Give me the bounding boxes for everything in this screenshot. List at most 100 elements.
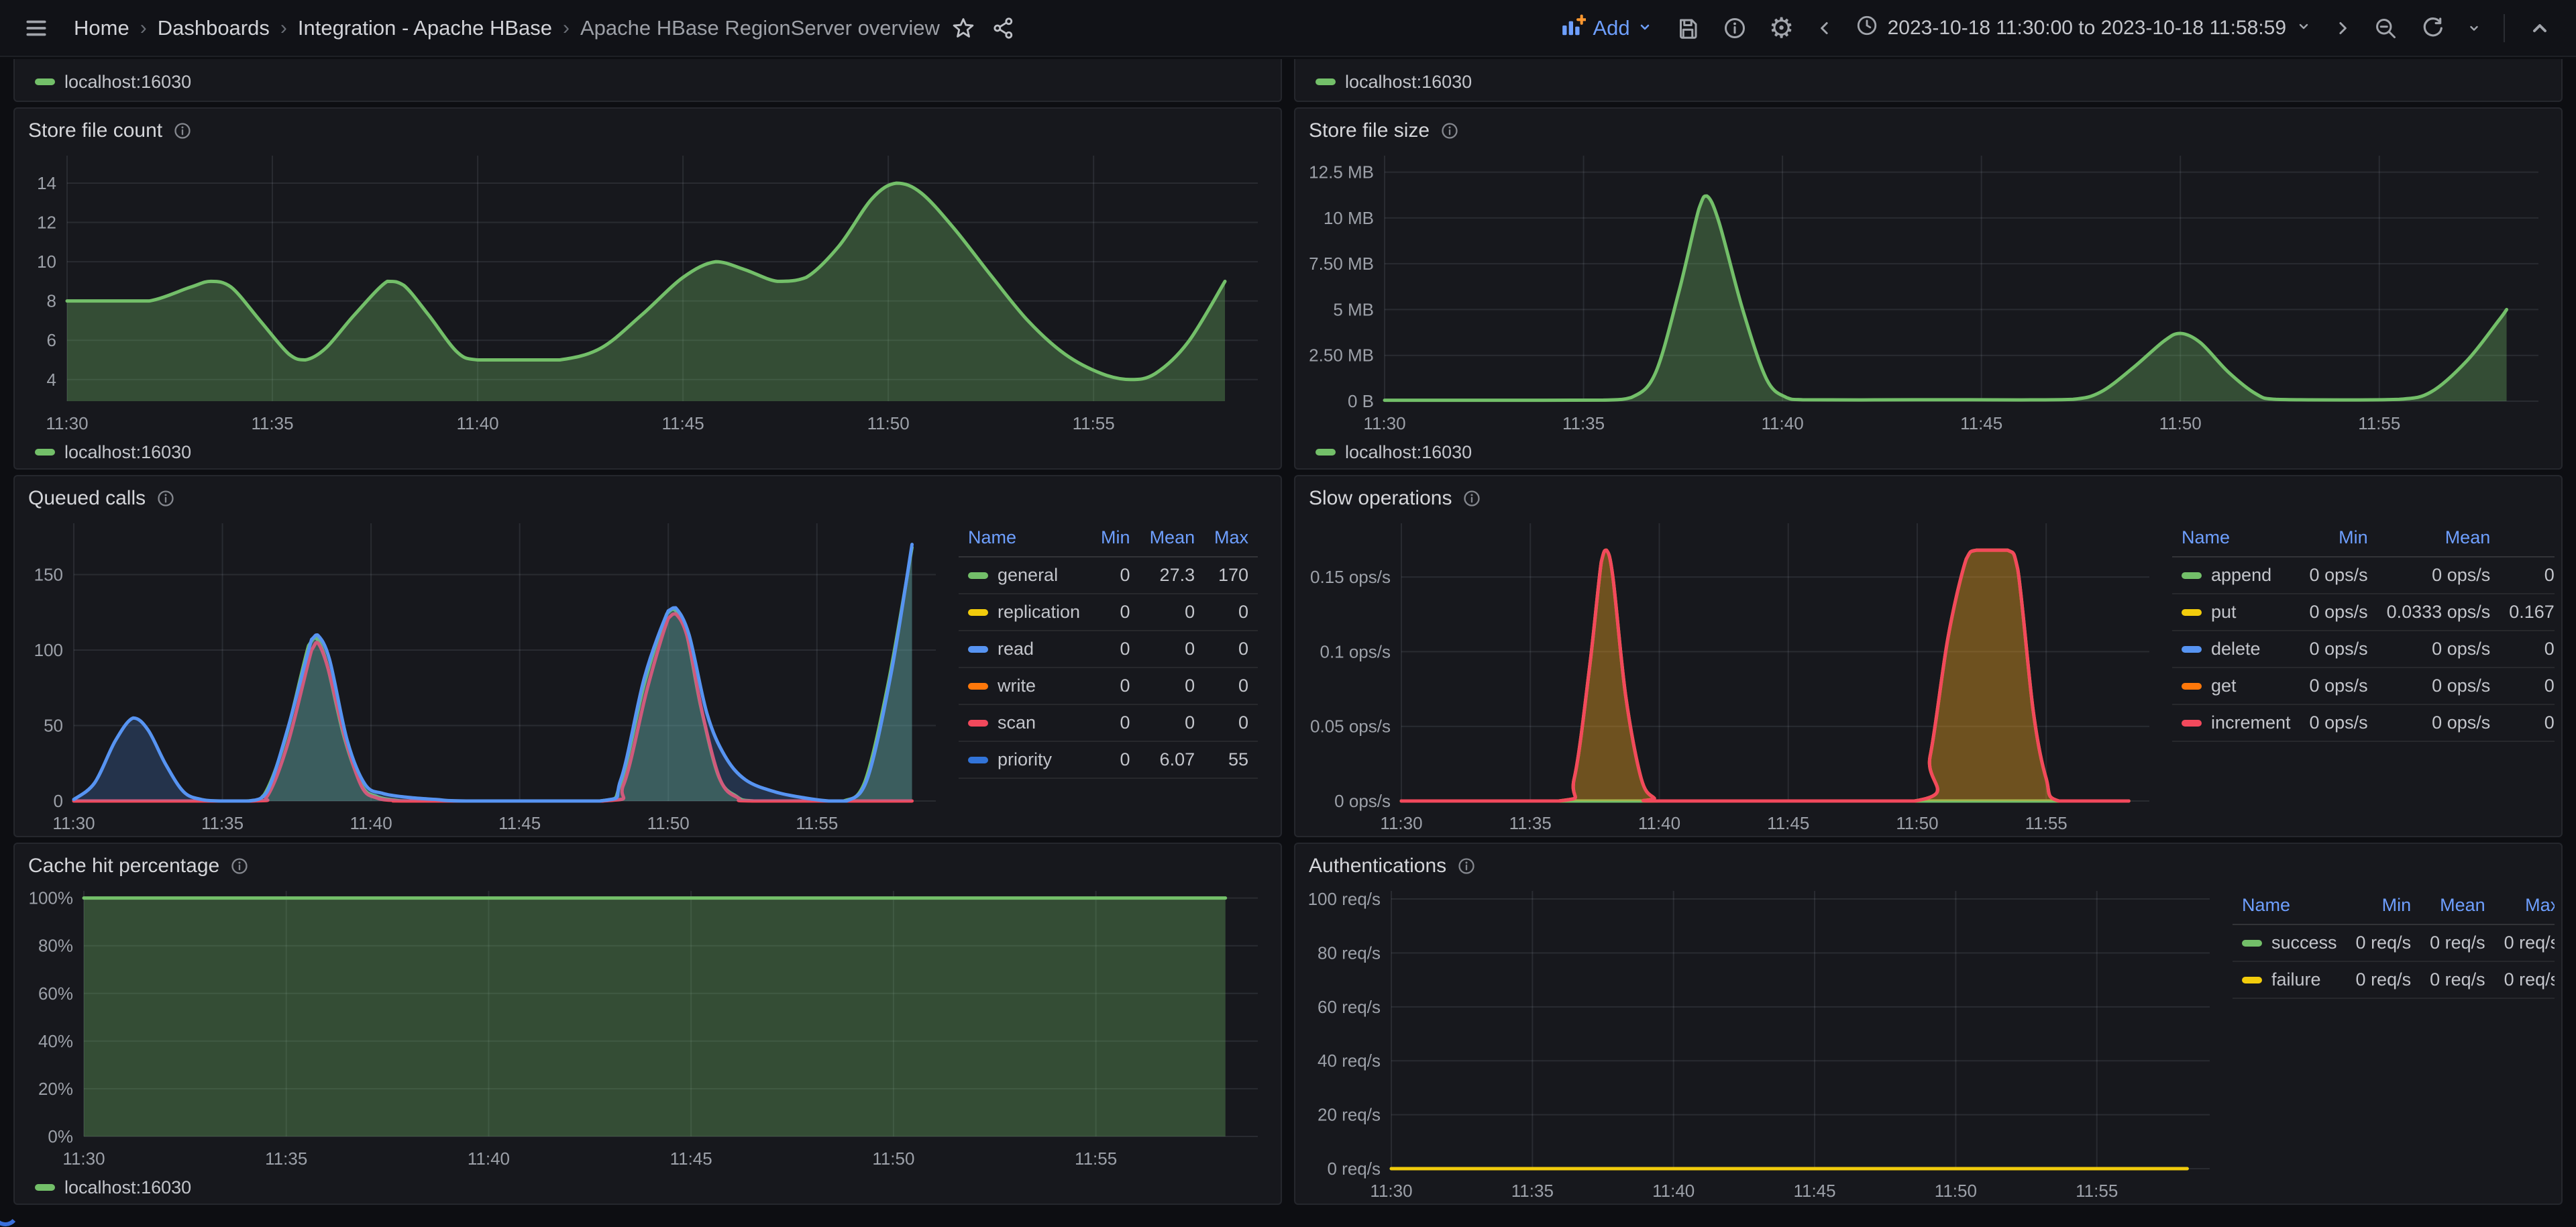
- panel-title[interactable]: Store file size: [1309, 119, 1430, 142]
- floppy-disk-icon: [1676, 16, 1700, 40]
- share-dashboard-button[interactable]: [987, 9, 1020, 47]
- y-tick-label: 40%: [38, 1031, 73, 1051]
- legend-value: 0: [1204, 668, 1258, 704]
- legend-value: 0 req/s: [2495, 924, 2555, 961]
- save-dashboard-button[interactable]: [1669, 9, 1707, 47]
- x-tick-label: 11:30: [62, 1149, 105, 1169]
- legend-column-header[interactable]: Max: [1204, 523, 1258, 557]
- bar-chart-plus-icon: [1560, 13, 1586, 44]
- panel-title[interactable]: Slow operations: [1309, 487, 1452, 510]
- legend-column-header[interactable]: Min: [2300, 523, 2377, 557]
- add-button[interactable]: Add: [1554, 9, 1659, 48]
- y-tick-label: 100 req/s: [1308, 889, 1381, 909]
- legend-column-header[interactable]: Max: [2495, 891, 2555, 924]
- breadcrumb-item: Apache HBase RegionServer overview: [580, 16, 940, 40]
- menu-toggle-button[interactable]: [17, 9, 55, 47]
- hamburger-icon: [23, 15, 49, 41]
- legend-column-header[interactable]: Name: [2233, 891, 2347, 924]
- legend-value: 0 req/s: [2347, 924, 2421, 961]
- panel-title[interactable]: Cache hit percentage: [28, 855, 219, 877]
- refresh-dashboard-button[interactable]: [2414, 9, 2451, 47]
- dashboard-insights-button[interactable]: [1716, 9, 1754, 47]
- legend-table-row[interactable]: failure0 req/s0 req/s0 req/s: [2233, 961, 2555, 998]
- legend-table-row[interactable]: get0 ops/s0 ops/s0 ops/s: [2172, 668, 2555, 704]
- panel-info-icon[interactable]: [230, 857, 249, 875]
- legend-column-header[interactable]: Max: [2500, 523, 2555, 557]
- dashboard-settings-button[interactable]: ⚙: [1763, 9, 1801, 47]
- panel-info-icon[interactable]: [1457, 857, 1476, 875]
- x-tick-label: 11:30: [46, 413, 88, 433]
- legend-table-row[interactable]: append0 ops/s0 ops/s0 ops/s: [2172, 557, 2555, 594]
- time-series-plot[interactable]: 11:3011:3511:4011:4511:5011:55468101214: [20, 146, 1274, 436]
- legend-column-header[interactable]: Mean: [2377, 523, 2500, 557]
- legend-item[interactable]: localhost:16030: [1295, 436, 2561, 468]
- series-label: localhost:16030: [1345, 72, 1472, 93]
- x-tick-label: 11:40: [350, 813, 392, 833]
- panel-authentications: Authentications 11:3011:3511:4011:4511:5…: [1294, 843, 2563, 1205]
- legend-item[interactable]: localhost:16030: [1295, 66, 2561, 98]
- x-tick-label: 11:30: [1380, 813, 1422, 833]
- legend-item[interactable]: localhost:16030: [15, 1171, 1281, 1204]
- legend-table-row[interactable]: put0 ops/s0.0333 ops/s0.167 ops/s: [2172, 594, 2555, 631]
- panel-info-icon[interactable]: [173, 121, 192, 140]
- time-series-plot[interactable]: 11:3011:3511:4011:4511:5011:550 B2.50 MB…: [1301, 146, 2555, 436]
- legend-column-header[interactable]: Name: [2172, 523, 2300, 557]
- series-swatch: [2242, 940, 2262, 947]
- legend-table-row[interactable]: scan000: [959, 704, 1258, 741]
- panel-info-icon[interactable]: [1462, 489, 1481, 508]
- breadcrumb-item[interactable]: Dashboards: [158, 16, 270, 40]
- series-swatch: [2182, 572, 2202, 579]
- time-range-back-button[interactable]: [1810, 9, 1839, 47]
- legend-table-row[interactable]: increment0 ops/s0 ops/s0 ops/s: [2172, 704, 2555, 741]
- slow-operations-chart[interactable]: 11:3011:3511:4011:4511:5011:550 ops/s0.0…: [1301, 514, 2165, 836]
- legend-table: NameMinMeanMax general027.3170 replicati…: [959, 523, 1258, 779]
- panel-info-icon[interactable]: [156, 489, 175, 508]
- time-series-plot[interactable]: 11:3011:3511:4011:4511:5011:55050100150: [20, 514, 952, 836]
- time-series-plot[interactable]: 11:3011:3511:4011:4511:5011:550 req/s20 …: [1301, 882, 2226, 1204]
- legend-table-row[interactable]: success0 req/s0 req/s0 req/s: [2233, 924, 2555, 961]
- time-series-plot[interactable]: 11:3011:3511:4011:4511:5011:550%20%40%60…: [20, 882, 1274, 1171]
- legend-column-header[interactable]: Mean: [2420, 891, 2495, 924]
- legend-item[interactable]: localhost:16030: [15, 66, 1281, 98]
- legend-table-row[interactable]: read000: [959, 631, 1258, 668]
- panel-title[interactable]: Authentications: [1309, 855, 1446, 877]
- legend-column-header[interactable]: Name: [959, 523, 1091, 557]
- authentications-chart[interactable]: 11:3011:3511:4011:4511:5011:550 req/s20 …: [1301, 882, 2226, 1204]
- panel-cache-hit-percentage: Cache hit percentage 11:3011:3511:4011:4…: [13, 843, 1282, 1205]
- legend-item[interactable]: localhost:16030: [15, 436, 1281, 468]
- kiosk-mode-button[interactable]: [2521, 9, 2559, 47]
- legend-table-row[interactable]: general027.3170: [959, 557, 1258, 594]
- y-tick-label: 4: [47, 370, 56, 390]
- time-range-forward-button[interactable]: [2328, 9, 2357, 47]
- panel-title[interactable]: Store file count: [28, 119, 162, 142]
- series-name: put: [2211, 602, 2237, 623]
- y-tick-label: 80 req/s: [1318, 943, 1381, 963]
- legend-table-row[interactable]: priority06.0755: [959, 741, 1258, 778]
- refresh-interval-dropdown[interactable]: [2461, 9, 2487, 47]
- legend-value: 0: [1140, 668, 1205, 704]
- legend-table-row[interactable]: delete0 ops/s0 ops/s0 ops/s: [2172, 631, 2555, 668]
- legend-column-header[interactable]: Min: [1091, 523, 1139, 557]
- store-file-count-chart[interactable]: 11:3011:3511:4011:4511:5011:55468101214: [20, 146, 1274, 436]
- series-swatch: [35, 1184, 55, 1191]
- legend-table-row[interactable]: replication000: [959, 594, 1258, 631]
- panel-title[interactable]: Queued calls: [28, 487, 146, 510]
- legend-table-row[interactable]: write000: [959, 668, 1258, 704]
- series-swatch: [968, 720, 988, 727]
- time-series-plot[interactable]: 11:3011:3511:4011:4511:5011:550 ops/s0.0…: [1301, 514, 2165, 836]
- time-range-picker[interactable]: 2023-10-18 11:30:00 to 2023-10-18 11:58:…: [1849, 9, 2318, 48]
- panel-info-icon[interactable]: [1440, 121, 1459, 140]
- legend-column-header[interactable]: Min: [2347, 891, 2421, 924]
- cache-hit-percentage-chart[interactable]: 11:3011:3511:4011:4511:5011:550%20%40%60…: [20, 882, 1274, 1171]
- store-file-size-chart[interactable]: 11:3011:3511:4011:4511:5011:550 B2.50 MB…: [1301, 146, 2555, 436]
- legend-value: 0: [1091, 631, 1139, 668]
- series-label: localhost:16030: [64, 1177, 191, 1198]
- queued-calls-chart[interactable]: 11:3011:3511:4011:4511:5011:55050100150: [20, 514, 952, 836]
- legend-column-header[interactable]: Mean: [1140, 523, 1205, 557]
- star-dashboard-button[interactable]: [947, 9, 980, 47]
- breadcrumb-item[interactable]: Integration - Apache HBase: [298, 16, 552, 40]
- series-name: priority: [998, 749, 1052, 770]
- x-tick-label: 11:50: [647, 813, 690, 833]
- zoom-out-time-button[interactable]: [2367, 9, 2404, 47]
- breadcrumb-item[interactable]: Home: [74, 16, 129, 40]
